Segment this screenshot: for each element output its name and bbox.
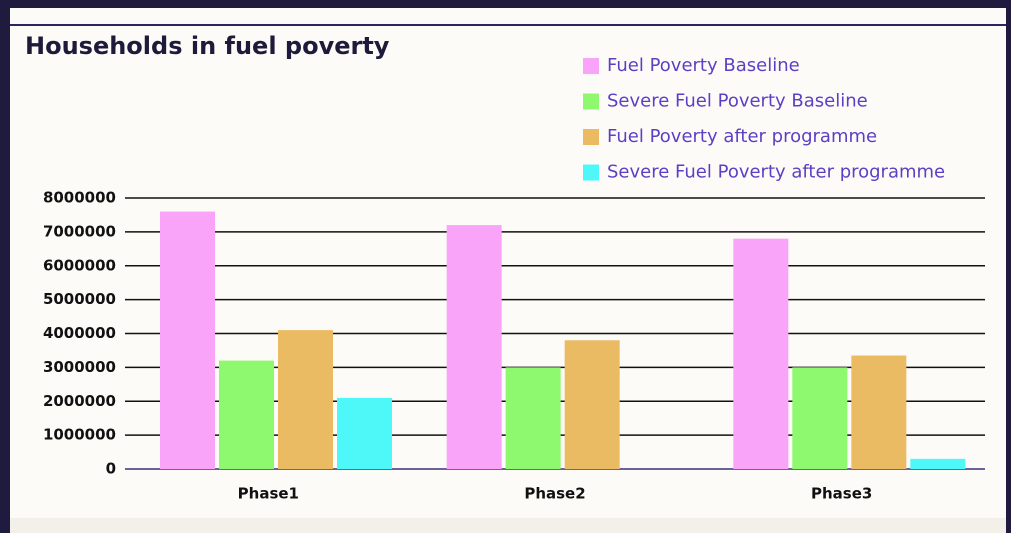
y-tick-label: 7000000 bbox=[43, 222, 116, 240]
legend-label: Fuel Poverty after programme bbox=[607, 126, 877, 147]
y-tick-label: 1000000 bbox=[43, 426, 116, 444]
legend-swatch bbox=[583, 129, 599, 145]
legend-label: Fuel Poverty Baseline bbox=[607, 55, 800, 76]
legend-swatch bbox=[583, 164, 599, 181]
x-tick-label: Phase1 bbox=[238, 485, 299, 503]
bar bbox=[337, 397, 392, 469]
bar bbox=[278, 330, 333, 469]
x-tick-label: Phase3 bbox=[811, 485, 872, 503]
bar bbox=[219, 360, 274, 469]
y-tick-label: 3000000 bbox=[43, 358, 116, 376]
legend-label: Severe Fuel Poverty after programme bbox=[607, 162, 945, 183]
chart-title: Households in fuel poverty bbox=[25, 32, 390, 60]
bar bbox=[792, 367, 848, 469]
y-tick-label: 8000000 bbox=[43, 189, 116, 207]
x-tick-label: Phase2 bbox=[524, 485, 585, 503]
legend-swatch bbox=[583, 93, 599, 110]
y-tick-label: 6000000 bbox=[43, 256, 116, 274]
bar bbox=[851, 355, 907, 469]
bar bbox=[564, 340, 620, 469]
bar bbox=[505, 367, 561, 469]
y-tick-label: 2000000 bbox=[43, 392, 116, 410]
legend-label: Severe Fuel Poverty Baseline bbox=[607, 91, 868, 112]
legend-swatch bbox=[583, 58, 599, 74]
bar bbox=[446, 225, 502, 469]
y-tick-label: 5000000 bbox=[43, 290, 116, 308]
y-tick-label: 4000000 bbox=[43, 324, 116, 342]
bar bbox=[160, 211, 215, 470]
bar bbox=[733, 238, 789, 469]
y-tick-label: 0 bbox=[106, 460, 116, 478]
footer-strip bbox=[10, 518, 1006, 533]
bar bbox=[910, 458, 966, 469]
